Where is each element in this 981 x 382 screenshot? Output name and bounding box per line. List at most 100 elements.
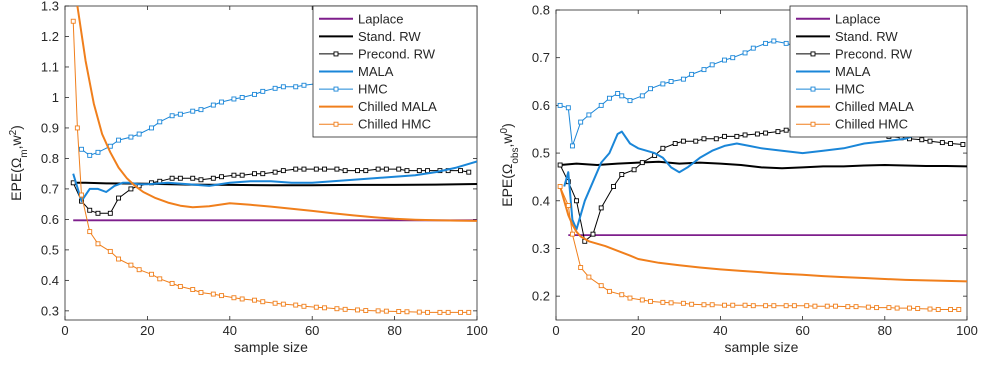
data-point-marker [210,175,216,181]
data-point-marker [722,57,727,63]
y-tick-label: 0.7 [41,181,59,196]
y-axis-label-base: EPE(Ω [499,164,515,207]
data-point-marker [416,309,422,315]
data-point-marker [783,303,789,309]
data-point-marker [95,241,101,247]
y-axis-label-mid: ,w [499,133,515,148]
data-point-marker [404,309,410,315]
data-point-marker [280,301,286,307]
y-tick-label: 1 [52,90,59,105]
data-point-marker [231,172,237,178]
x-tick-label: 40 [713,323,727,338]
data-point-marker [948,141,954,146]
y-axis-label-base: EPE(Ω [8,158,24,201]
data-point-marker [313,304,319,310]
data-point-marker [149,125,154,131]
data-point-marker [466,309,472,315]
data-point-marker [627,98,633,104]
y-tick-label: 0.6 [41,212,59,227]
legend-item-precond-rw: Precond. RW [319,46,436,61]
data-point-marker [680,138,686,144]
data-point-marker [763,40,769,46]
data-point-marker [763,130,769,136]
x-tick-label: 100 [466,323,488,338]
series-line-precond-rw [559,127,963,242]
x-tick-label: 0 [61,323,68,338]
x-tick-label: 80 [387,323,401,338]
y-tick-label: 0.6 [532,98,550,113]
data-point-marker [396,166,402,172]
y-axis-label: EPE(Ωobs,w0) [499,123,521,207]
data-point-marker [578,119,584,125]
data-point-marker [363,168,369,174]
data-point-marker [948,307,954,312]
data-point-marker [95,149,101,155]
data-point-marker [169,113,175,119]
data-point-marker [79,146,84,152]
data-point-marker [322,305,328,311]
data-point-marker [960,142,966,147]
series-line-chilled-mala [76,6,477,222]
data-point-marker [280,84,286,90]
data-point-marker [116,137,122,143]
data-point-marker [313,166,319,172]
data-point-marker [375,308,381,314]
data-point-marker [136,267,142,273]
data-point-marker [927,138,933,144]
data-point-marker [425,309,431,315]
data-point-marker [557,184,563,189]
data-point-marker [301,82,307,88]
legend-label: Stand. RW [358,29,421,44]
data-point-marker [437,309,443,315]
data-point-marker [680,300,686,306]
data-point-marker [660,145,666,151]
data-point-marker [252,297,257,303]
data-point-marker [252,91,257,97]
chart-panel-2: 0 20 40 60 80 100 0.2 0.3 0.4 0.5 0.6 0.7 0.8 sample … [499,3,978,356]
y-axis-label-superscript: 2 [8,129,19,135]
data-point-marker [260,299,266,305]
data-point-marker [210,291,216,297]
data-point-marker [722,302,727,308]
data-point-marker [301,303,307,309]
chart-panel-1: 0 20 40 60 80 100 0.3 0.4 0.5 0.6 0.7 0.8 0.9 1 1.1 1.2… [8,0,488,355]
data-point-marker [260,88,266,94]
series-line-stand-rw [73,181,477,187]
data-point-marker [198,107,204,113]
legend-item-mala: MALA [319,64,394,79]
series-mala [563,113,967,231]
x-tick-label: 80 [878,323,892,338]
y-tick-label: 0.8 [41,151,59,166]
y-tick-label: 0.4 [532,193,550,208]
data-point-marker [845,304,851,310]
data-point-marker [569,143,575,149]
plot-area-frame [555,9,968,321]
legend-swatch-marker [810,86,816,92]
data-point-marker [680,76,686,82]
data-point-marker [95,210,101,216]
series-line-chilled-mala [559,186,967,283]
data-point-marker [466,169,472,175]
data-point-marker [865,304,871,310]
data-point-marker [458,309,463,315]
y-axis-label-end: ) [499,123,515,128]
y-axis-label-subscript: m [19,149,30,157]
data-point-marker [783,40,789,46]
data-point-marker [939,140,945,146]
x-tick-label: 40 [223,323,237,338]
data-point-marker [280,168,286,174]
data-point-marker [116,195,122,201]
legend-swatch-marker [333,121,339,127]
data-point-marker [239,95,245,100]
data-point-marker [342,168,348,174]
y-axis-label-end: ) [8,125,24,130]
data-point-marker [293,166,299,172]
data-point-marker [804,303,810,309]
data-point-marker [301,166,307,172]
legend-label: Precond. RW [358,46,436,61]
data-point-marker [363,308,369,313]
data-point-marker [598,102,604,108]
data-point-marker [763,303,769,309]
data-point-marker [565,203,571,208]
